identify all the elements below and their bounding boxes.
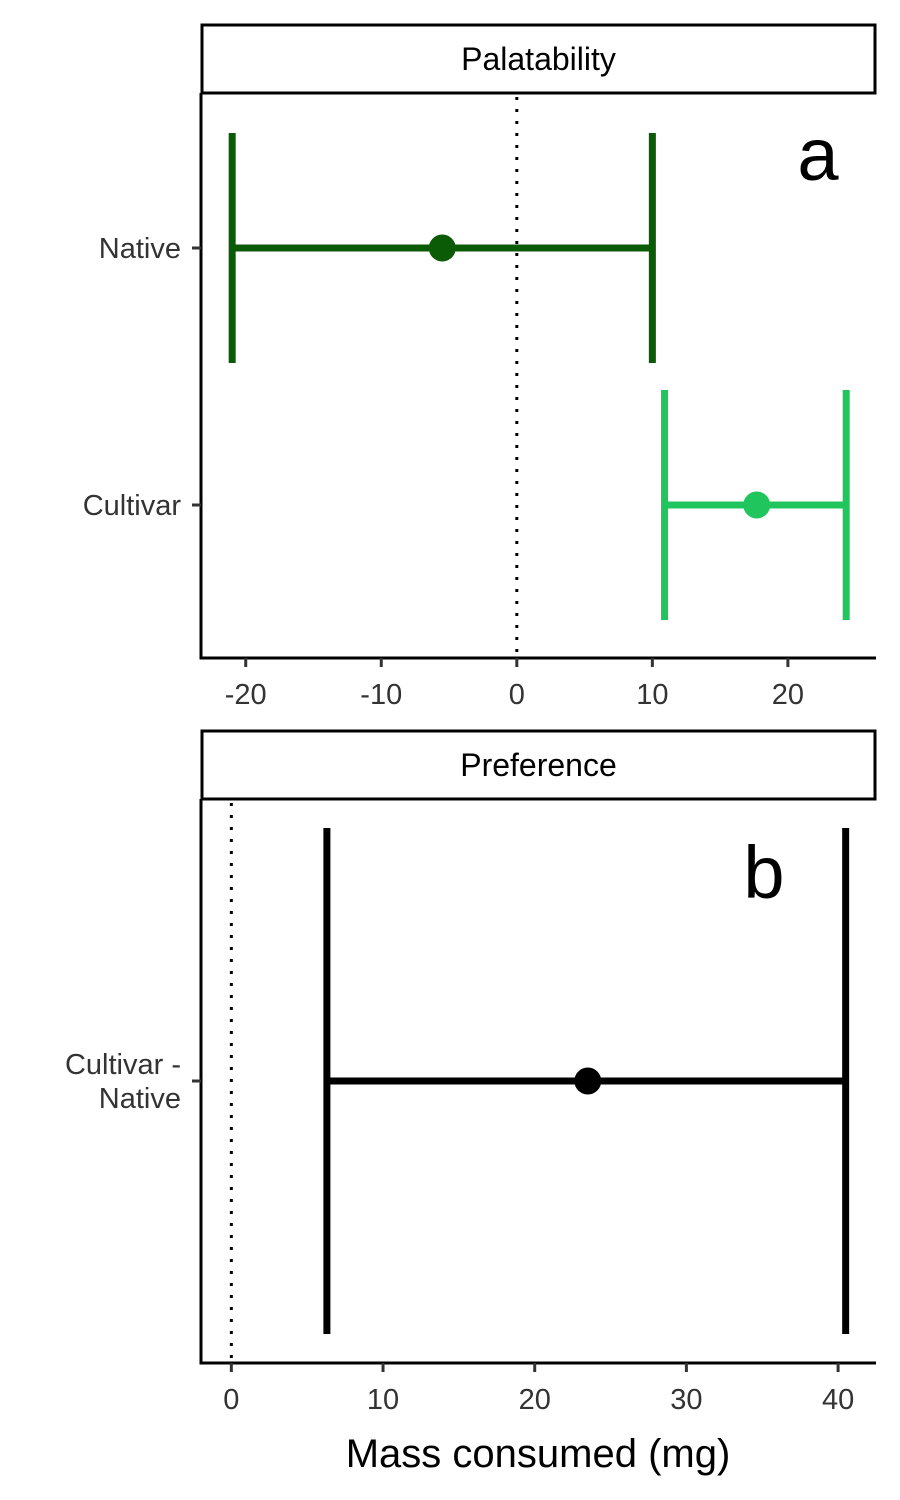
panel-a: Palatability -20 -10 0 10 20 Native Cultivar a bbox=[83, 23, 877, 711]
y-tick-label: Cultivar -Native bbox=[65, 1049, 181, 1115]
x-tick-label: 40 bbox=[822, 1384, 854, 1416]
y-tick-label-line: Cultivar bbox=[83, 490, 182, 522]
x-axis-title: Mass consumed (mg) bbox=[346, 1432, 731, 1476]
estimate-point bbox=[743, 491, 771, 519]
y-tick-label-line: Native bbox=[99, 233, 181, 265]
x-tick-label: 0 bbox=[223, 1384, 239, 1416]
panel-tag-label: a bbox=[797, 113, 839, 196]
x-tick-label: 20 bbox=[772, 679, 804, 711]
estimate-point bbox=[428, 234, 456, 262]
x-tick-label: 20 bbox=[519, 1384, 551, 1416]
y-tick-label: Native bbox=[99, 233, 181, 265]
x-tick-label: 0 bbox=[509, 679, 525, 711]
y-tick-label-line: Native bbox=[99, 1083, 181, 1115]
strip-label: Palatability bbox=[461, 41, 616, 77]
y-tick-label-line: Cultivar - bbox=[65, 1049, 181, 1081]
x-tick-label: 10 bbox=[367, 1384, 399, 1416]
x-tick-label: -10 bbox=[360, 679, 402, 711]
strip-box bbox=[200, 23, 877, 95]
panel-tag-label: b bbox=[743, 831, 784, 914]
estimate-point bbox=[574, 1067, 602, 1095]
y-tick-label: Cultivar bbox=[83, 490, 182, 522]
x-tick-label: 30 bbox=[670, 1384, 702, 1416]
panel-b: Preference 0 10 20 30 40 Cultivar -Native b bbox=[65, 729, 877, 1416]
strip-box bbox=[200, 729, 877, 801]
strip-label: Preference bbox=[460, 747, 617, 783]
x-tick-label: -20 bbox=[225, 679, 267, 711]
x-tick-label: 10 bbox=[636, 679, 668, 711]
